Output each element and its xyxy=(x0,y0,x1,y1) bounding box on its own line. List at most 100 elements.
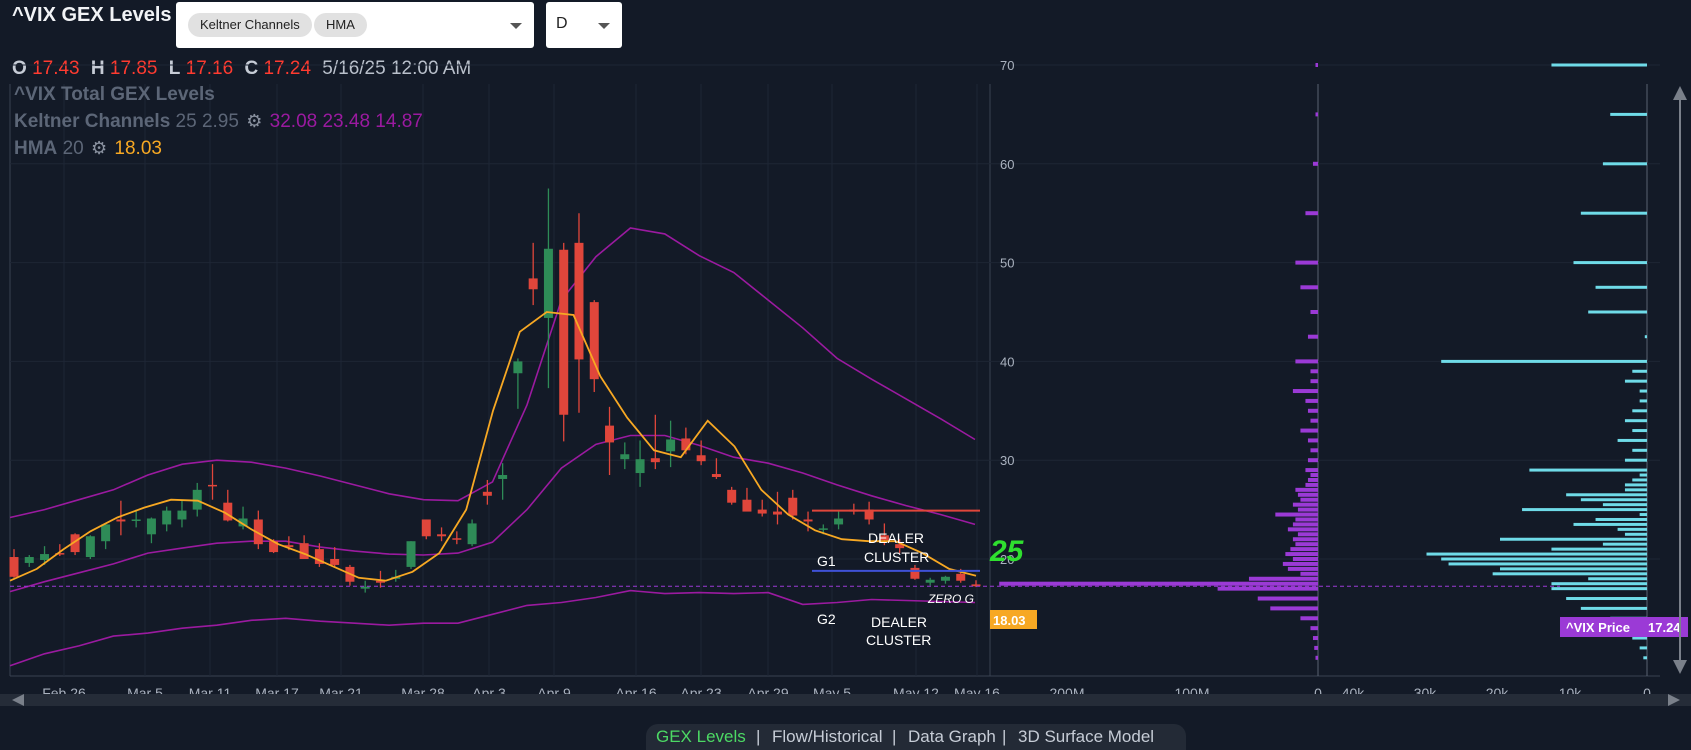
bar-datetime: 5/16/25 12:00 AM xyxy=(322,58,472,79)
study-chip-keltner[interactable]: Keltner Channels xyxy=(188,13,312,37)
tab-gex-levels[interactable]: GEX Levels xyxy=(656,727,746,746)
candle-body xyxy=(437,534,447,537)
y-tick-label: 70 xyxy=(1000,58,1014,73)
dealer-cluster-label: DEALER xyxy=(871,614,927,630)
zero-g-label: ZERO G xyxy=(927,592,974,606)
legend-keltner: Keltner Channels 25 2.95 ⚙ 32.08 23.48 1… xyxy=(14,111,423,133)
oi-bar xyxy=(1624,379,1647,383)
scroll-left-icon xyxy=(12,694,24,706)
candle-body xyxy=(482,491,492,496)
oi-bar xyxy=(1624,458,1647,462)
candle-body xyxy=(528,278,538,290)
candle-body xyxy=(146,518,156,535)
legend-keltner-params: 25 2.95 xyxy=(175,111,239,132)
oi-bar xyxy=(1551,587,1647,591)
gex-bar xyxy=(1295,487,1318,492)
footer-tabs: GEX Levels | Flow/Historical | Data Grap… xyxy=(646,724,1186,750)
legend-hma-label: HMA xyxy=(14,138,58,159)
oi-bar xyxy=(1624,488,1647,492)
chevron-down-icon[interactable] xyxy=(510,23,522,29)
legend-keltner-label: Keltner Channels xyxy=(14,111,171,132)
candle-body xyxy=(650,458,660,463)
candle-body xyxy=(803,519,813,522)
top-toolbar: ^VIX GEX Levels Keltner Channels HMA D xyxy=(0,0,1691,52)
candle-body xyxy=(620,454,630,460)
gex-bar xyxy=(1292,537,1318,542)
candle-body xyxy=(940,576,950,581)
tab-separator: | xyxy=(892,727,897,746)
oi-bar xyxy=(1588,577,1647,581)
candle-body xyxy=(238,518,248,527)
candle-body xyxy=(9,557,19,577)
gex-bar xyxy=(1282,561,1318,566)
candle-body xyxy=(116,519,126,522)
open-label: O xyxy=(12,58,27,79)
candle-body xyxy=(788,497,798,516)
study-chip-hma[interactable]: HMA xyxy=(314,13,367,37)
low-label: L xyxy=(168,58,181,79)
tab-3d-surface-model[interactable]: 3D Surface Model xyxy=(1018,727,1155,746)
gex-bar xyxy=(1312,636,1318,641)
tab-data-graph[interactable]: Data Graph xyxy=(908,727,996,746)
oi-bar xyxy=(1602,162,1647,166)
handwritten-annotation: 25 xyxy=(989,535,1025,568)
y-tick-label: 40 xyxy=(1000,354,1014,369)
oi-bar xyxy=(1522,508,1647,512)
oi-bar xyxy=(1602,542,1647,546)
oi-bar xyxy=(1602,503,1647,507)
gex-bar xyxy=(1292,389,1318,394)
close-value: 17.24 xyxy=(263,58,312,79)
interval-select[interactable]: D xyxy=(546,2,622,48)
candle-body xyxy=(452,538,462,540)
oi-bar xyxy=(1500,537,1647,541)
oi-bar xyxy=(1573,522,1647,526)
tab-separator: | xyxy=(756,727,761,746)
chevron-down-icon[interactable] xyxy=(598,23,610,29)
tab-flow-historical[interactable]: Flow/Historical xyxy=(772,727,883,746)
candle-body xyxy=(635,459,645,474)
oi-bar xyxy=(1639,513,1647,517)
legend-series-name: ^VIX Total GEX Levels xyxy=(14,84,215,105)
gex-bar xyxy=(1305,211,1318,216)
gex-bar xyxy=(1310,310,1318,314)
gear-icon[interactable]: ⚙ xyxy=(90,138,108,158)
tab-separator: | xyxy=(1002,727,1007,746)
candle-body xyxy=(864,509,874,520)
candle-body xyxy=(70,534,80,553)
gex-bar xyxy=(1307,438,1318,443)
dealer-cluster-label: CLUSTER xyxy=(866,632,931,648)
candle-body xyxy=(971,584,981,587)
gex-bar xyxy=(1295,542,1318,547)
legend-hma-params: 20 xyxy=(62,138,84,159)
candle-body xyxy=(818,528,828,530)
gex-bar xyxy=(1310,448,1318,453)
candle-body xyxy=(467,523,477,545)
ohlc-readout: O 17.43 H 17.85 L 17.16 C 17.24 5/16/25 … xyxy=(12,58,471,80)
oi-bar xyxy=(1529,468,1647,472)
studies-select[interactable]: Keltner Channels HMA xyxy=(176,2,534,48)
candle-body xyxy=(421,519,431,537)
gex-bar xyxy=(1297,532,1318,537)
oi-bar xyxy=(1448,562,1647,566)
candle-body xyxy=(742,499,752,512)
gex-bar xyxy=(1290,547,1318,552)
candle-body xyxy=(513,361,523,374)
oi-bar xyxy=(1441,557,1647,561)
gear-icon[interactable]: ⚙ xyxy=(246,111,263,131)
oi-bar xyxy=(1595,517,1647,521)
oi-bar xyxy=(1644,335,1647,339)
candle-body xyxy=(24,557,34,563)
gex-bar xyxy=(1217,586,1318,591)
price-panel xyxy=(10,84,990,676)
candle-body xyxy=(589,302,599,380)
high-label: H xyxy=(90,58,105,79)
oi-bar xyxy=(1566,493,1647,497)
candle-body xyxy=(498,475,508,479)
oi-bar xyxy=(1492,572,1647,576)
gex-bar xyxy=(999,581,1318,586)
gex-bar xyxy=(1300,571,1318,576)
close-label: C xyxy=(244,58,259,79)
gex-bar xyxy=(1307,477,1318,482)
oi-bar xyxy=(1617,438,1647,442)
